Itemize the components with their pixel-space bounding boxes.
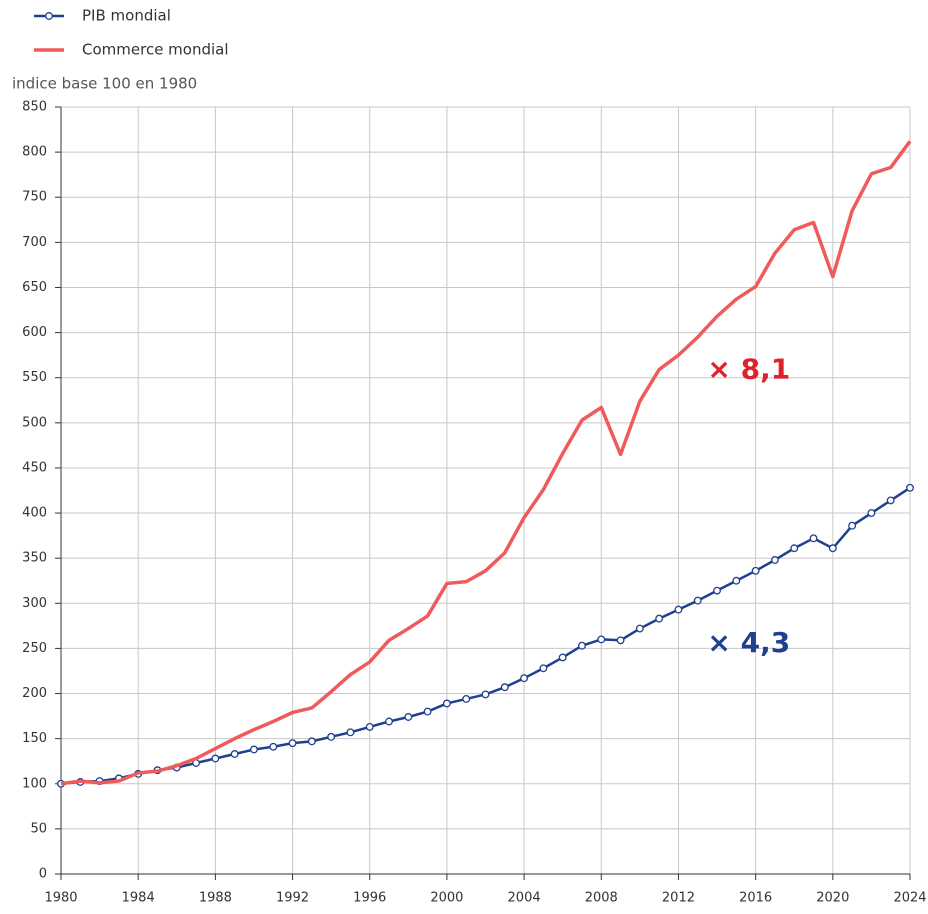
x-tick-label: 1992 <box>276 891 309 906</box>
point <box>307 737 316 746</box>
legend-label: PIB mondial <box>82 7 171 25</box>
point <box>867 509 876 518</box>
point <box>539 664 548 673</box>
y-tick-label: 250 <box>22 641 47 656</box>
legend-marker <box>45 12 53 20</box>
x-tick-label: 1996 <box>353 891 386 906</box>
point <box>770 556 779 564</box>
y-tick-label: 50 <box>30 821 47 836</box>
x-tick-label: 1984 <box>122 891 155 906</box>
y-tick-label: 550 <box>22 370 47 385</box>
x-tick-label: 2012 <box>662 891 695 906</box>
point <box>655 614 664 623</box>
y-axis-label: indice base 100 en 1980 <box>12 75 197 93</box>
point <box>674 605 683 614</box>
point <box>635 624 644 633</box>
legend-label: Commerce mondial <box>82 41 229 59</box>
x-tick-label: 2008 <box>585 891 618 906</box>
point <box>250 745 258 754</box>
point <box>288 739 297 748</box>
y-tick-label: 200 <box>22 686 47 701</box>
y-tick-label: 600 <box>22 325 47 340</box>
point <box>713 586 721 595</box>
point <box>481 690 490 699</box>
x-tick-label: 2004 <box>508 891 541 906</box>
point <box>828 544 837 553</box>
y-tick-label: 800 <box>22 145 47 160</box>
point <box>500 683 509 692</box>
point <box>462 694 471 703</box>
point <box>230 750 239 758</box>
y-tick-label: 750 <box>22 190 47 205</box>
y-tick-label: 300 <box>22 596 47 611</box>
y-tick-label: 400 <box>22 506 47 521</box>
point <box>906 483 914 492</box>
point <box>365 722 374 731</box>
point <box>597 635 606 644</box>
point <box>442 699 451 708</box>
point <box>520 674 529 683</box>
y-tick-label: 700 <box>22 235 47 250</box>
x-tick-label: 2000 <box>430 891 463 906</box>
y-tick-label: 100 <box>22 776 47 791</box>
annotation: × 4,3 <box>707 626 790 659</box>
point <box>616 636 625 645</box>
point <box>809 534 818 543</box>
y-tick-label: 850 <box>22 100 47 115</box>
x-tick-label: 2024 <box>893 891 926 906</box>
y-tick-label: 450 <box>22 460 47 475</box>
y-tick-label: 650 <box>22 280 47 295</box>
point <box>751 566 760 575</box>
point <box>578 641 586 650</box>
point <box>423 707 432 716</box>
x-tick-label: 1980 <box>44 891 77 906</box>
y-tick-label: 350 <box>22 551 47 566</box>
annotation: × 8,1 <box>707 352 790 385</box>
x-tick-label: 1988 <box>199 891 232 906</box>
x-tick-label: 2020 <box>816 891 849 906</box>
point <box>732 576 741 585</box>
x-tick-label: 2016 <box>739 891 772 906</box>
point <box>790 544 799 553</box>
point <box>693 596 702 605</box>
y-tick-label: 500 <box>22 415 47 430</box>
point <box>385 717 393 726</box>
point <box>404 713 413 721</box>
point <box>327 732 336 741</box>
point <box>848 521 857 530</box>
point <box>886 496 895 505</box>
point <box>346 728 355 737</box>
point <box>211 754 220 763</box>
point <box>558 653 567 662</box>
point <box>269 742 278 751</box>
y-tick-label: 150 <box>22 731 47 746</box>
y-tick-label: 0 <box>39 867 47 882</box>
series-line <box>60 140 912 786</box>
